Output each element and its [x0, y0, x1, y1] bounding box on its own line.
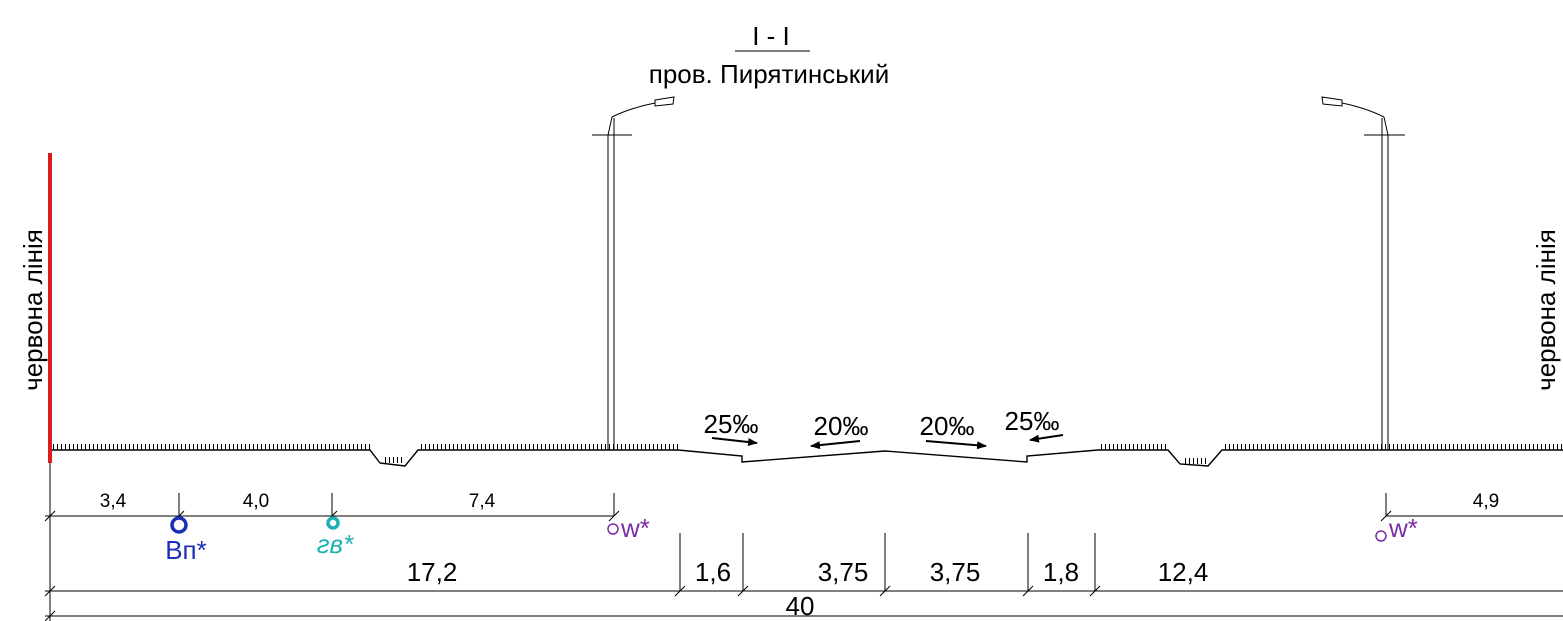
utility-gv-label: гв*: [317, 529, 354, 559]
dim-total-label: 40: [786, 591, 815, 621]
ground-hatch-right-1: [1098, 444, 1168, 450]
dimension-total: 40: [44, 591, 1563, 621]
slope-label: 20‰: [920, 411, 975, 441]
ground-hatch-left-2: [420, 444, 678, 450]
dim-mid-label: 1,6: [695, 557, 731, 587]
dimension-chain-mid: 17,2 1,6 3,75 3,75 1,8 12,4: [44, 533, 1563, 597]
dim-top-label: 4,0: [243, 491, 269, 512]
dimension-chain-top: 3,4 4,0 7,4 4,9: [44, 491, 1563, 522]
utility-w-right: w*: [1375, 513, 1418, 543]
slope-label: 25‰: [1005, 406, 1060, 436]
ditch-hatch-right: [1182, 458, 1206, 464]
utility-gv: гв*: [317, 516, 354, 559]
dim-top-label: 7,4: [469, 491, 496, 512]
utility-w-left-label: w*: [620, 513, 650, 543]
slope-4: 25‰: [1005, 406, 1064, 443]
lamp-post-left: [592, 96, 675, 450]
ground-hatch-left-1: [52, 444, 370, 450]
street-title: пров. Пирятинський: [649, 59, 889, 89]
utility-w-left: w*: [607, 513, 650, 543]
dim-mid-label: 17,2: [407, 557, 458, 587]
utility-w-right-label: w*: [1388, 513, 1418, 543]
dim-mid-label: 3,75: [818, 557, 869, 587]
dim-top-label: 4,9: [1473, 491, 1499, 512]
red-line-label-right: червона лінія: [1531, 229, 1561, 391]
lamp-post-right: [1321, 96, 1405, 450]
utility-vp-label: Вп*: [165, 535, 207, 565]
utility-vp: Вп*: [165, 516, 207, 565]
ditch-hatch-left: [382, 457, 404, 463]
dim-top-label: 3,4: [100, 491, 127, 512]
section-title: I - I: [752, 21, 790, 51]
dim-mid-label: 12,4: [1158, 557, 1209, 587]
ground-profile: [52, 449, 1563, 467]
slope-label: 20‰: [814, 411, 869, 441]
dim-mid-label: 1,8: [1043, 557, 1079, 587]
slope-2: 20‰: [810, 411, 869, 450]
dim-mid-label: 3,75: [930, 557, 981, 587]
slope-label: 25‰: [704, 409, 759, 439]
ground-hatch-right-2: [1222, 444, 1563, 450]
slope-1: 25‰: [704, 409, 759, 446]
red-line-label-left: червона лінія: [18, 229, 48, 391]
slope-3: 20‰: [920, 411, 987, 450]
